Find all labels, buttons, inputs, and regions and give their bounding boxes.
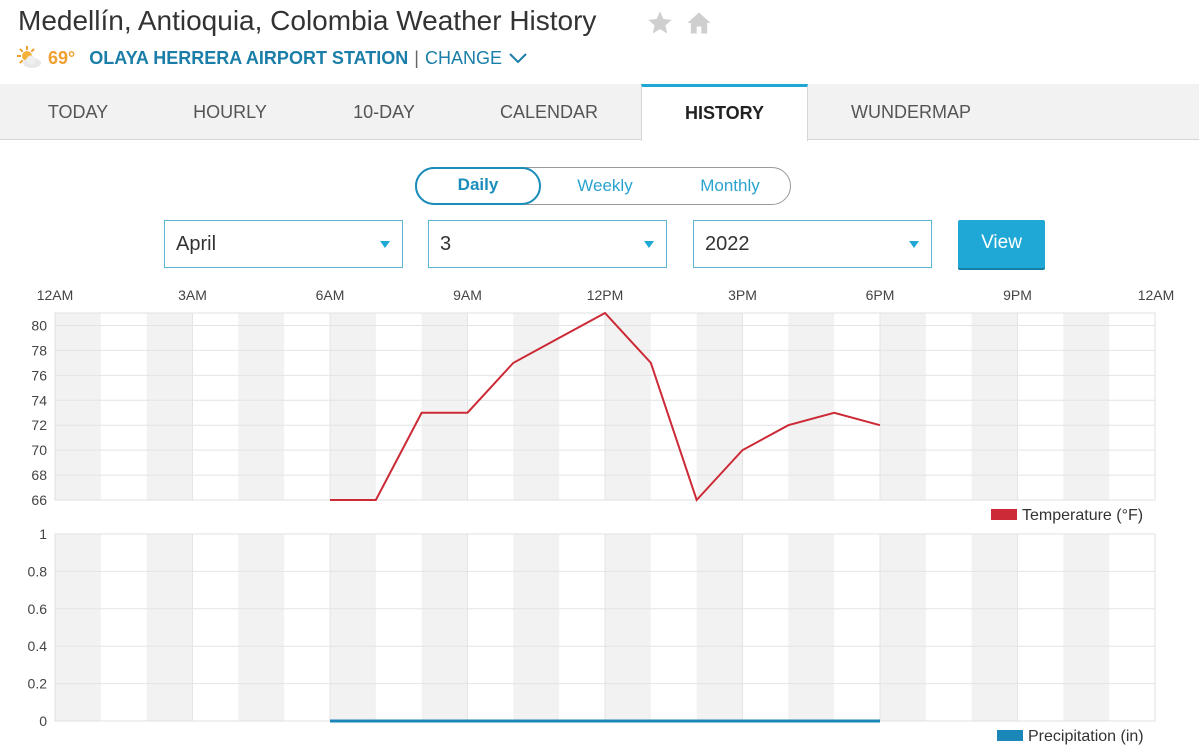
y-tick-label: 0.8 bbox=[28, 563, 48, 579]
tab-10-day[interactable]: 10-DAY bbox=[353, 102, 415, 122]
shade-column bbox=[971, 313, 1018, 500]
y-tick-label: 68 bbox=[31, 467, 47, 483]
shade-column bbox=[238, 313, 285, 500]
shade-column bbox=[880, 534, 926, 721]
precipitation-legend-swatch bbox=[997, 730, 1023, 741]
separator: | bbox=[414, 47, 419, 68]
shade-column bbox=[55, 534, 101, 721]
x-tick-label: 12PM bbox=[587, 287, 624, 303]
shade-column bbox=[605, 313, 651, 500]
tab-hourly[interactable]: HOURLY bbox=[193, 102, 267, 122]
y-tick-label: 74 bbox=[31, 392, 47, 408]
x-tick-label: 6AM bbox=[316, 287, 345, 303]
day-select[interactable]: 3 bbox=[428, 220, 667, 268]
shade-column bbox=[788, 534, 835, 721]
tab-calendar[interactable]: CALENDAR bbox=[499, 102, 599, 122]
weather-history-chart: 12AM 3AM 6AM 9AM 12PM 3PM 6PM 9PM 12AM 80 78 76 74 72… bbox=[28, 287, 1175, 745]
year-select[interactable]: 2022 bbox=[693, 220, 932, 268]
station-row: 69° OLAYA HERRERA AIRPORT STATION | CHAN… bbox=[16, 45, 528, 71]
temperature-legend-label: Temperature (°F) bbox=[1022, 507, 1143, 524]
temperature-line bbox=[330, 311, 881, 502]
change-label: CHANGE bbox=[424, 47, 502, 68]
star-icon[interactable] bbox=[646, 9, 674, 37]
shade-column bbox=[55, 313, 101, 500]
shade-column bbox=[696, 313, 743, 500]
chevron-down-icon bbox=[509, 53, 527, 64]
page-title: Medellín, Antioquia, Colombia Weather Hi… bbox=[18, 5, 597, 36]
caret-down-icon bbox=[380, 241, 390, 248]
shade-column bbox=[513, 313, 560, 500]
y-tick-label: 66 bbox=[31, 492, 47, 508]
x-tick-label: 3AM bbox=[178, 287, 207, 303]
shade-column bbox=[146, 313, 193, 500]
home-icon[interactable] bbox=[684, 9, 714, 37]
partly-sunny-icon bbox=[17, 46, 41, 68]
y-tick-label: 80 bbox=[31, 317, 47, 333]
shade-column bbox=[513, 534, 560, 721]
shade-column bbox=[421, 534, 468, 721]
precipitation-legend-label: Precipitation (in) bbox=[1028, 728, 1144, 745]
x-tick-label: 9AM bbox=[453, 287, 482, 303]
tab-bar: TODAY HOURLY 10-DAY CALENDAR HISTORY WUN… bbox=[0, 84, 1199, 141]
shade-column bbox=[605, 534, 651, 721]
x-tick-label: 12AM bbox=[1138, 287, 1175, 303]
shade-column bbox=[971, 534, 1018, 721]
tab-history[interactable]: HISTORY bbox=[641, 84, 808, 141]
temperature-panel: 80 78 76 74 72 70 68 66 bbox=[31, 311, 1156, 508]
monthly-toggle[interactable]: Monthly bbox=[700, 176, 760, 195]
y-tick-label: 0.2 bbox=[28, 676, 48, 692]
y-tick-label: 72 bbox=[31, 417, 47, 433]
x-tick-label: 6PM bbox=[866, 287, 895, 303]
x-tick-label: 9PM bbox=[1003, 287, 1032, 303]
y-tick-label: 70 bbox=[31, 442, 47, 458]
shade-column bbox=[1063, 534, 1110, 721]
x-tick-label: 12AM bbox=[37, 287, 74, 303]
x-tick-label: 3PM bbox=[728, 287, 757, 303]
current-temperature: 69° bbox=[48, 47, 76, 68]
change-station-button[interactable]: CHANGE bbox=[425, 48, 528, 69]
y-tick-label: 0 bbox=[39, 713, 47, 729]
shade-column bbox=[330, 534, 376, 721]
caret-down-icon bbox=[644, 241, 654, 248]
shade-column bbox=[421, 313, 468, 500]
y-tick-label: 1 bbox=[39, 526, 47, 542]
shade-column bbox=[238, 534, 285, 721]
daily-toggle[interactable]: Daily bbox=[415, 167, 541, 205]
y-tick-label: 0.6 bbox=[28, 601, 48, 617]
weekly-toggle[interactable]: Weekly bbox=[577, 176, 633, 195]
title-actions bbox=[646, 9, 714, 37]
shade-column bbox=[696, 534, 743, 721]
tab-wundermap[interactable]: WUNDERMAP bbox=[851, 102, 971, 122]
tab-today[interactable]: TODAY bbox=[47, 102, 109, 122]
month-value: April bbox=[176, 233, 217, 255]
view-button[interactable]: View bbox=[958, 220, 1045, 268]
station-name[interactable]: OLAYA HERRERA AIRPORT STATION bbox=[89, 47, 409, 68]
shade-column bbox=[788, 313, 835, 500]
temperature-legend-swatch bbox=[991, 509, 1017, 520]
shade-column bbox=[330, 313, 376, 500]
y-tick-label: 76 bbox=[31, 367, 47, 383]
shade-column bbox=[880, 313, 926, 500]
day-value: 3 bbox=[440, 233, 452, 255]
y-tick-label: 0.4 bbox=[28, 638, 48, 654]
caret-down-icon bbox=[909, 241, 919, 248]
precipitation-panel: 1 0.8 0.6 0.4 0.2 0 bbox=[28, 526, 1156, 729]
month-select[interactable]: April bbox=[164, 220, 403, 268]
shade-column bbox=[1063, 313, 1110, 500]
year-value: 2022 bbox=[705, 233, 750, 255]
shade-column bbox=[146, 534, 193, 721]
period-toggle: Daily Weekly Monthly bbox=[415, 167, 791, 205]
y-tick-label: 78 bbox=[31, 342, 47, 358]
